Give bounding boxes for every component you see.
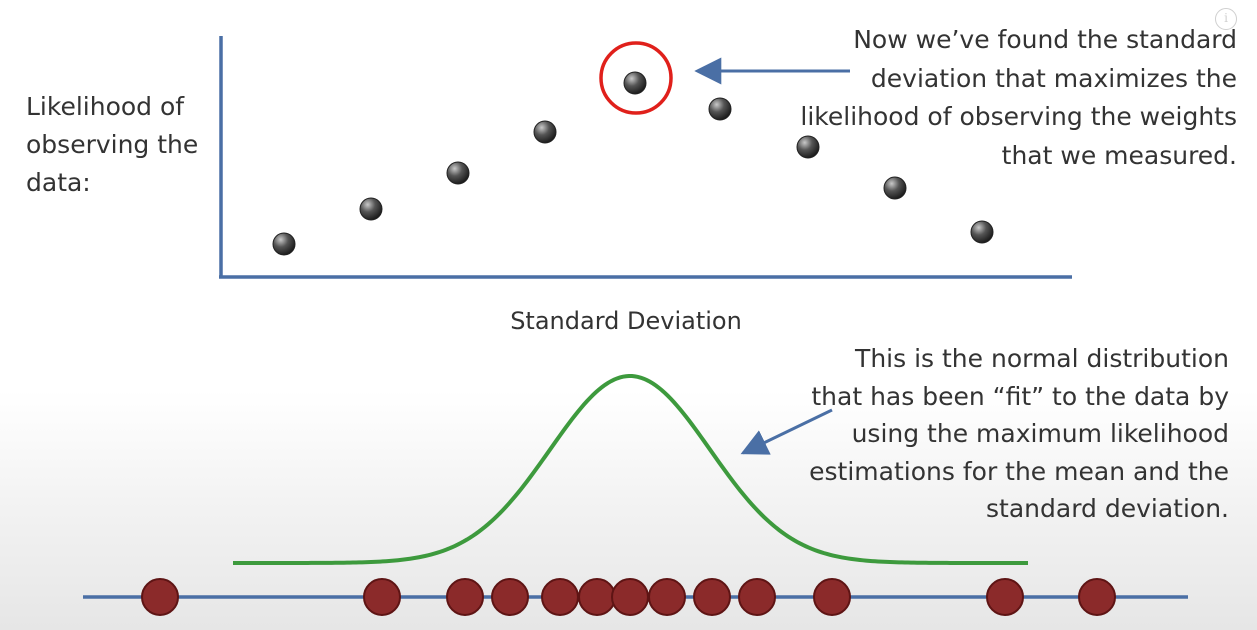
likelihood-point	[970, 220, 994, 244]
measurements	[141, 578, 1116, 616]
y-axis-label: Likelihood of observing the data:	[26, 92, 199, 197]
measurement-point	[446, 578, 484, 616]
measurement-point	[611, 578, 649, 616]
normal-curve	[233, 374, 1028, 565]
measurement-point	[141, 578, 179, 616]
x-axis-label: Standard Deviation	[510, 307, 742, 335]
likelihood-point	[272, 232, 296, 256]
curve-arrow	[740, 408, 833, 455]
measurement-point	[648, 578, 686, 616]
measurement-point	[738, 578, 776, 616]
measurement-point	[363, 578, 401, 616]
likelihood-point	[623, 71, 647, 95]
likelihood-point	[883, 176, 907, 200]
measurement-point	[693, 578, 731, 616]
measurement-point	[986, 578, 1024, 616]
measurement-point	[1078, 578, 1116, 616]
measurement-point	[578, 578, 616, 616]
max-likelihood-note: Now we’ve found the standard deviation t…	[800, 25, 1237, 170]
likelihood-point	[708, 97, 732, 121]
max-likelihood-highlight	[599, 41, 673, 115]
normal-fit-note: This is the normal distribution that has…	[809, 344, 1229, 523]
likelihood-point	[796, 135, 820, 159]
likelihood-point	[446, 161, 470, 185]
likelihood-point	[359, 197, 383, 221]
likelihood-point	[533, 120, 557, 144]
measurement-point	[541, 578, 579, 616]
measurement-point	[491, 578, 529, 616]
info-icon[interactable]: i	[1215, 8, 1237, 30]
measurement-point	[813, 578, 851, 616]
likelihood-points	[272, 71, 994, 256]
